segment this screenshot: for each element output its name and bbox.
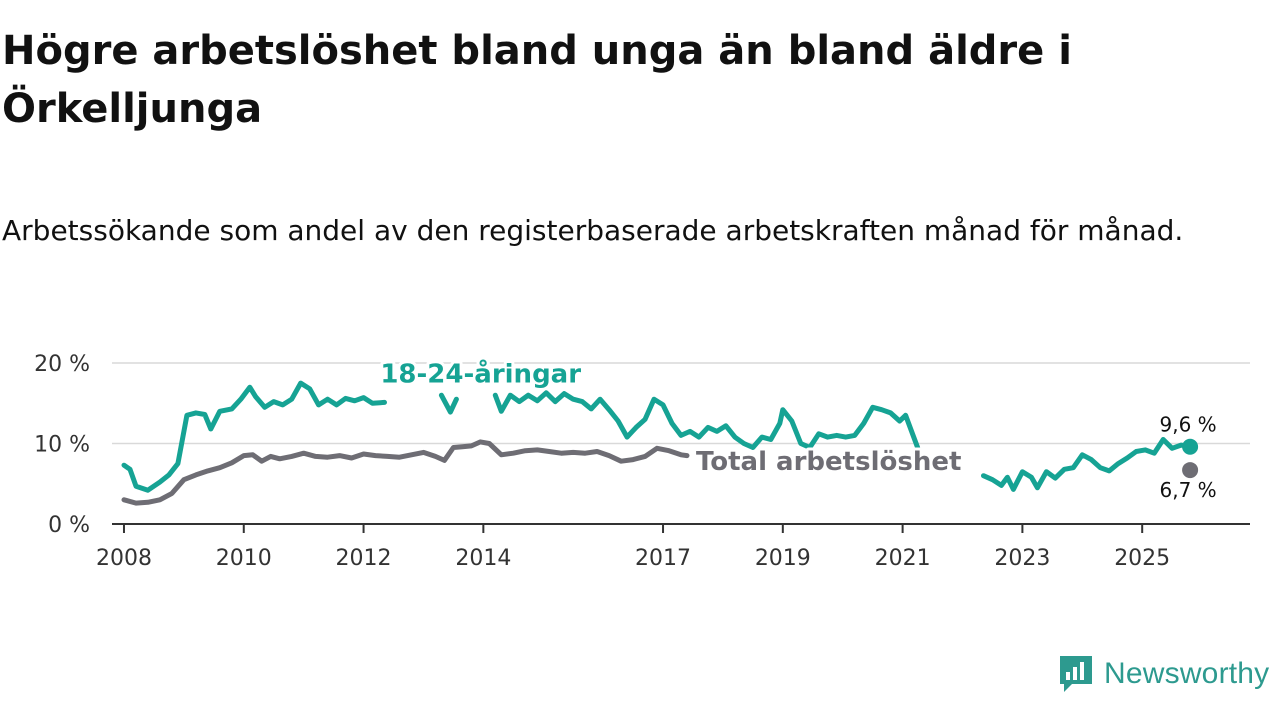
x-tick-label: 2019 (755, 546, 811, 571)
line-chart: 0 % 10 % 20 % 2008 2010 2012 2014 2017 2019 2021 2… (34, 352, 1250, 571)
label-layer: 9,6 % 6,7 % 18-24-åringar Total arbetslöshe… (377, 354, 1217, 502)
page-title: Högre arbetslöshet bland unga än bland ä… (2, 28, 1072, 132)
brand-name: Newsworthy (1104, 657, 1270, 690)
y-tick-label: 20 % (34, 352, 90, 377)
newsworthy-logo: Newsworthy (1058, 652, 1269, 696)
series-label-youth: 18-24-åringar (380, 357, 581, 389)
y-tick-label: 0 % (48, 513, 90, 538)
newsworthy-logo-icon (1060, 656, 1092, 692)
x-tick-label: 2008 (96, 546, 152, 571)
end-marker-youth (1182, 438, 1199, 455)
page-subtitle: Arbetssökande som andel av den registerb… (2, 214, 1184, 247)
end-label-youth: 9,6 % (1160, 413, 1217, 437)
end-label-total: 6,7 % (1160, 478, 1217, 502)
series-line-youth (121, 380, 1193, 493)
series-label-total: Total arbetslöshet (696, 447, 961, 477)
x-tick-label: 2012 (336, 546, 392, 571)
x-tick-label: 2017 (635, 546, 691, 571)
x-tick-label: 2023 (994, 546, 1050, 571)
y-tick-label: 10 % (34, 433, 90, 458)
x-tick-label: 2021 (875, 546, 931, 571)
end-marker-total (1182, 462, 1199, 479)
grid-layer: 0 % 10 % 20 % 2008 2010 2012 2014 2017 2019 2021 2… (34, 352, 1250, 571)
series-line-total (121, 439, 690, 506)
series-layer (121, 380, 1193, 506)
x-tick-label: 2025 (1114, 546, 1170, 571)
x-tick-label: 2014 (455, 546, 511, 571)
x-tick-label: 2010 (216, 546, 272, 571)
